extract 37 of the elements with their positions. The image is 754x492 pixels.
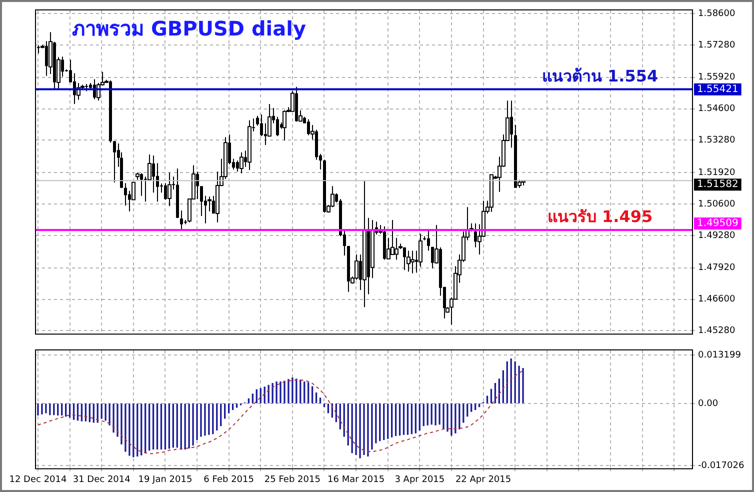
x-tick-label: 19 Jan 2015 [138,474,192,485]
y-tick-label: 1.47920 [698,263,736,274]
candlestick [260,114,263,137]
x-tick-label: 25 Feb 2015 [264,474,320,485]
annotation: แนวต้าน 1.554 [542,66,658,86]
candlestick [113,140,116,183]
y-tick-label: 1.58600 [698,8,736,19]
y-tick-label: -0.017026 [698,461,744,472]
y-tick-label: 1.49280 [698,230,736,241]
y-tick-label: 0.00 [698,398,718,409]
ref-line-label: 1.51582 [697,179,738,190]
x-tick-label: 16 Mar 2015 [328,474,385,485]
y-tick-label: 1.57280 [698,40,736,50]
y-tick-label: 1.55920 [698,72,736,83]
candlestick [200,186,203,216]
candlestick [276,116,279,137]
y-tick-label: 1.46600 [698,294,736,305]
line-series [37,370,524,454]
x-tick-label: 22 Apr 2015 [455,474,512,485]
x-tick-label: 3 Apr 2015 [394,474,445,485]
y-tick-label: 1.50600 [698,199,736,210]
x-tick-label: 12 Dec 2014 [9,474,68,485]
ref-line-label: 1.49509 [697,218,738,230]
y-tick-label: 1.54600 [698,104,736,114]
y-tick-label: 1.51920 [698,168,736,178]
candlestick [156,162,159,202]
x-tick-label: 31 Dec 2014 [72,474,131,485]
x-tick-label: 6 Feb 2015 [204,474,254,485]
candlestick [180,210,183,230]
y-tick-label: 0.013199 [698,350,742,361]
candlestick [427,229,430,252]
annotation: แนวรับ 1.495 [547,207,653,226]
y-tick-label: 1.45280 [698,326,736,336]
ref-line-label: 1.55421 [697,84,738,95]
y-tick-label: 1.53280 [698,136,736,146]
candlestick [124,182,127,206]
chart-title: ภาพรวม GBPUSD dialy [72,16,306,41]
